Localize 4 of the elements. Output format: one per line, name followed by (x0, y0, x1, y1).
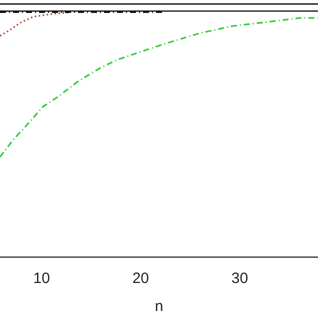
x-tick-label: 20 (132, 270, 150, 288)
x-axis-title: n (154, 298, 164, 316)
x-tick-label: 30 (231, 270, 248, 288)
x-tick-label: 10 (33, 270, 50, 288)
